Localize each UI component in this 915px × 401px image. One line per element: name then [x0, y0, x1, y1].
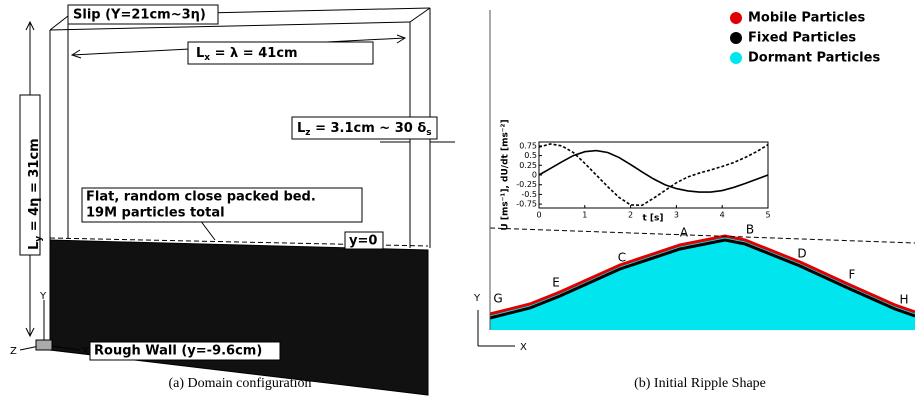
frame [409, 7, 431, 23]
x-tick-label: 1 [582, 211, 587, 220]
dormant [490, 236, 915, 330]
x-tick-label: 2 [628, 211, 633, 220]
legend-swatch [730, 32, 742, 44]
legend-label: Mobile Particles [748, 11, 865, 26]
y0-label: y=0 [349, 234, 377, 249]
t: s [426, 128, 431, 138]
y-tick-label: 0.75 [519, 141, 537, 150]
legend-label: Fixed Particles [748, 31, 856, 46]
x-axis-label: t [s] [642, 214, 663, 224]
axis-label: Z [10, 346, 17, 357]
wall-label: Rough Wall (y=-9.6cm) [94, 344, 262, 359]
point-label: E [552, 276, 560, 290]
t: L [27, 242, 42, 250]
series-line [538, 143, 769, 207]
lx-label: Lx = λ = 41cm [196, 46, 298, 63]
arrowhead [25, 20, 35, 31]
y-axis-label: U [ms⁻¹], dU/dt [ms⁻²] [501, 119, 511, 230]
series-line [538, 149, 769, 193]
t: = 4η = 31cm [27, 138, 42, 236]
y-tick-label: 0.5 [524, 151, 537, 160]
axis-cube [35, 339, 53, 351]
arrowhead [70, 49, 82, 59]
frame [49, 15, 69, 31]
caption: (a) Domain configuration [168, 376, 311, 391]
t: = 3.1cm ~ 30 δ [311, 121, 427, 136]
t: L [297, 121, 305, 136]
lz-label: Lz = 3.1cm ~ 30 δs [297, 121, 432, 138]
x-tick-label: 4 [720, 211, 725, 220]
pointer [199, 219, 216, 241]
point-label: F [849, 268, 856, 282]
axis-label: Y [39, 291, 47, 302]
caption: (b) Initial Ripple Shape [634, 376, 766, 391]
slip-label: Slip (Y=21cm~3η) [73, 8, 206, 23]
t: y [34, 236, 44, 242]
y-tick-label: -0.5 [521, 190, 537, 199]
y-tick-label: 0 [532, 171, 537, 180]
legend-swatch [730, 52, 742, 64]
bed-note: Flat, random close packed bed. [86, 190, 316, 205]
y-tick-label: -0.75 [516, 200, 537, 209]
point-label: B [746, 223, 754, 237]
bed-note: 19M particles total [86, 206, 225, 221]
axis-label: Y [473, 293, 481, 304]
fixed-layer [489, 238, 915, 320]
label-box [81, 187, 363, 223]
x-tick-label: 0 [536, 211, 541, 220]
panel-a [19, 4, 455, 396]
t: = λ = 41cm [210, 46, 297, 61]
t: L [196, 46, 204, 61]
x-tick-label: 5 [765, 211, 770, 220]
ly-label: Ly = 4η = 31cm [27, 138, 44, 250]
t: x [204, 53, 210, 63]
axis-label: X [520, 342, 527, 353]
legend-swatch [730, 12, 742, 24]
x-tick-label: 3 [674, 211, 679, 220]
arrowhead [396, 34, 407, 44]
inset-frame [538, 141, 769, 209]
label-box [19, 94, 41, 256]
label-box [67, 4, 219, 25]
axis-label: X [82, 346, 89, 357]
point-label: A [680, 226, 689, 240]
label-box [291, 116, 438, 140]
label-box [187, 41, 374, 65]
reference-line [489, 227, 915, 244]
point-label: G [493, 292, 502, 306]
y-tick-label: -0.25 [516, 180, 537, 189]
label-box [344, 231, 384, 250]
label-box [89, 341, 281, 361]
legend-label: Dormant Particles [748, 51, 880, 66]
frame [49, 21, 411, 31]
point-label: C [618, 251, 626, 265]
y-tick-label: 0.25 [519, 161, 537, 170]
arrowhead [25, 327, 35, 338]
point-label: H [899, 293, 908, 307]
bed [49, 239, 429, 396]
panel-b [477, 10, 915, 347]
point-label: D [797, 247, 806, 261]
t: z [305, 128, 310, 138]
